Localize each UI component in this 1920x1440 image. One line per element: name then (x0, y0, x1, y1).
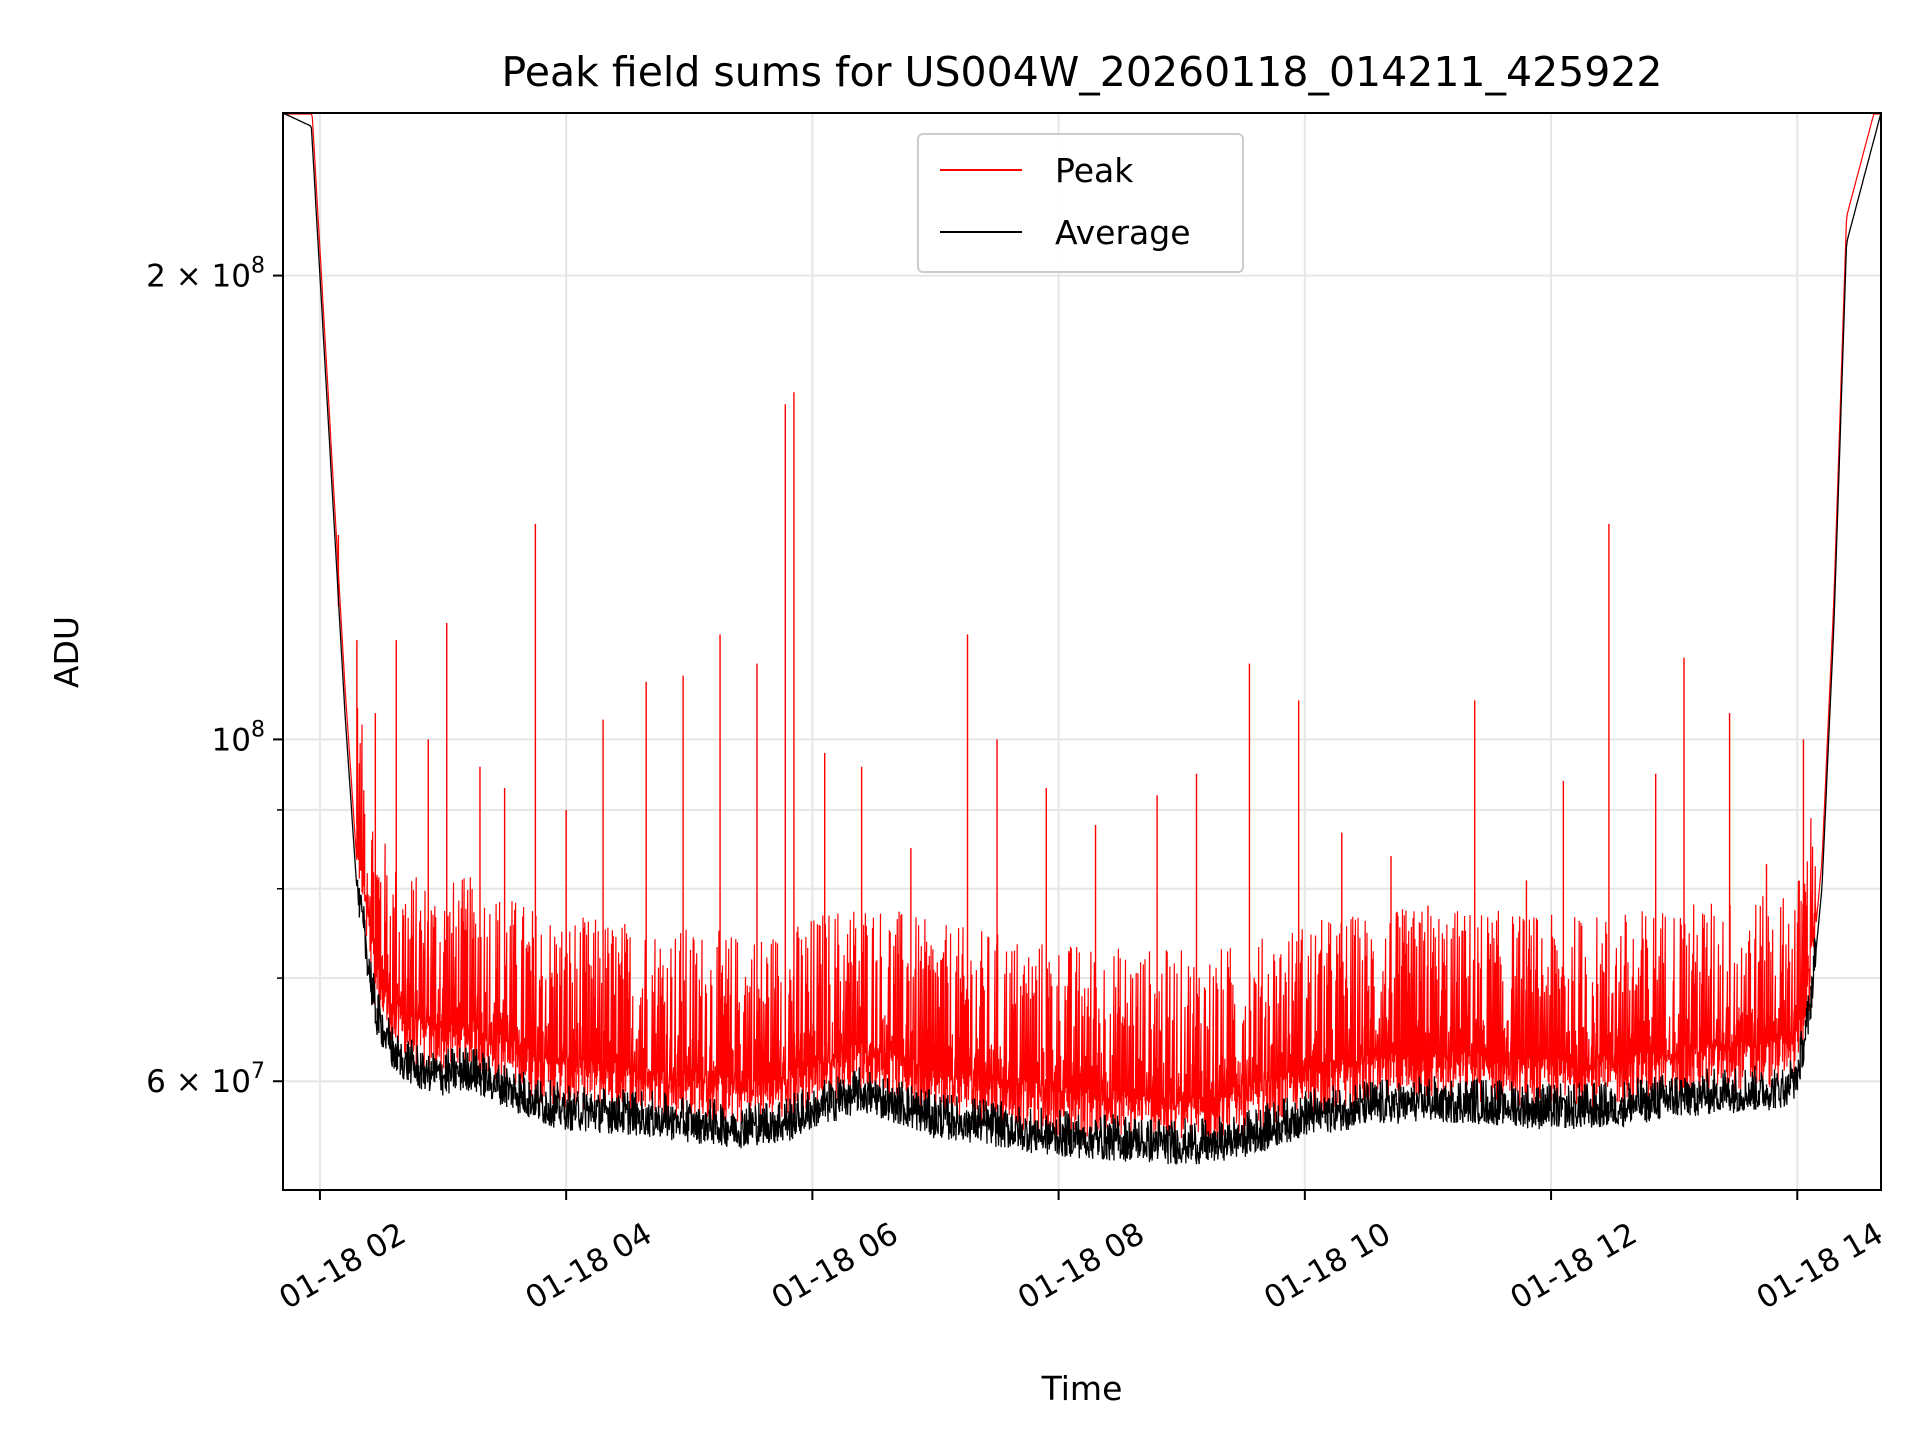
y-tick-label: 2 × 108 (146, 254, 265, 295)
average-series-line (283, 113, 1882, 1165)
y-tick-label: 6 × 107 (146, 1059, 265, 1100)
legend-box (917, 133, 1244, 273)
legend-peak-label: Peak (1055, 151, 1134, 190)
peak-series-line (283, 113, 1881, 1141)
legend-average-label: Average (1055, 213, 1191, 252)
legend: Peak Average (917, 133, 1244, 273)
x-axis-label: Time (1041, 1369, 1123, 1408)
grid (283, 113, 1881, 1190)
plot-frame (282, 112, 1882, 1191)
plot-data (283, 113, 1882, 1165)
chart-title: Peak field sums for US004W_20260118_0142… (501, 48, 1662, 96)
y-tick-label: 108 (212, 717, 265, 758)
y-axis-label: ADU (47, 616, 86, 688)
